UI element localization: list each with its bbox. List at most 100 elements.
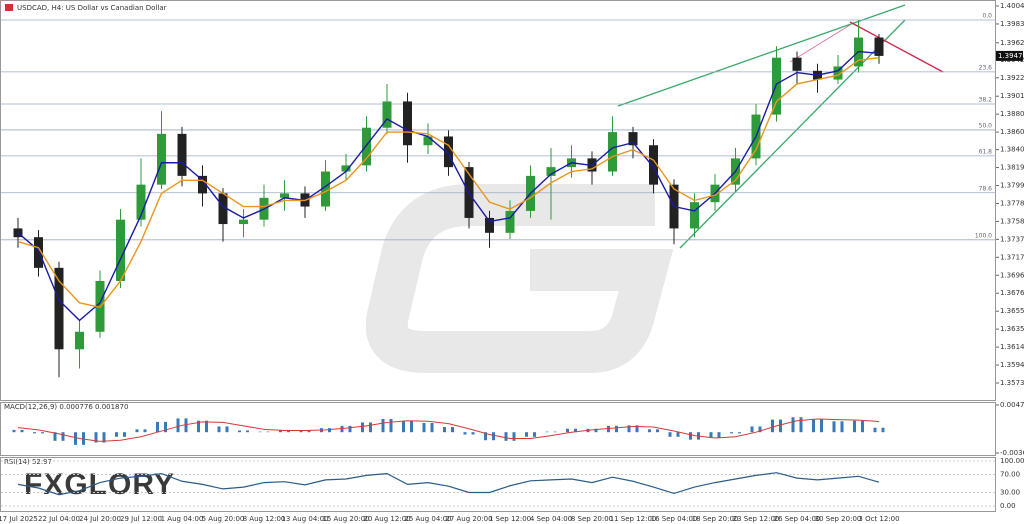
macd-bar bbox=[328, 428, 331, 433]
macd-bar bbox=[217, 426, 221, 433]
macd-bar bbox=[504, 432, 508, 441]
fib-label: 50.0 bbox=[979, 122, 993, 129]
fib-label: 38.2 bbox=[979, 96, 993, 103]
macd-bar bbox=[492, 432, 495, 441]
macd-bar bbox=[812, 418, 815, 433]
macd-bar bbox=[463, 432, 467, 435]
macd-bar bbox=[102, 432, 106, 443]
candle-body bbox=[485, 217, 494, 233]
macd-bar bbox=[340, 425, 344, 433]
macd-bar bbox=[545, 431, 549, 433]
x-tick-label: 3 Oct 12:00 bbox=[858, 515, 899, 523]
macd-bar bbox=[853, 420, 856, 433]
macd-bar bbox=[717, 432, 721, 438]
x-tick-label: 25 Aug 04:00 bbox=[404, 515, 451, 523]
x-tick-label: 23 Sep 12:00 bbox=[733, 515, 780, 523]
macd-bar bbox=[402, 420, 405, 433]
macd-bar bbox=[348, 425, 352, 433]
candle-body bbox=[444, 136, 453, 168]
macd-bar bbox=[299, 430, 303, 433]
candle-body bbox=[362, 127, 371, 166]
macd-bar bbox=[820, 418, 823, 433]
macd-bar bbox=[369, 422, 372, 433]
macd-bar bbox=[799, 417, 803, 433]
macd-pane bbox=[0, 402, 996, 456]
y-tick-label: 1.39620 bbox=[1000, 39, 1024, 47]
macd-bar bbox=[430, 423, 434, 433]
rsi-tick-label: 70.00 bbox=[1000, 471, 1020, 479]
candle-body bbox=[772, 57, 781, 115]
macd-bar bbox=[115, 432, 118, 437]
candle-body bbox=[157, 133, 166, 185]
candle-body bbox=[382, 101, 392, 128]
candle-body bbox=[239, 219, 248, 225]
x-tick-label: 11 Sep 12:00 bbox=[610, 515, 657, 523]
y-tick-label: 1.40040 bbox=[1000, 2, 1024, 10]
macd-bar bbox=[709, 432, 713, 438]
macd-bar bbox=[607, 425, 610, 433]
candle-body bbox=[874, 37, 884, 56]
macd-bar bbox=[471, 432, 475, 435]
macd-bar bbox=[615, 425, 618, 433]
macd-bar bbox=[574, 428, 577, 433]
macd-bar bbox=[12, 429, 16, 433]
x-tick-label: 4 Sep 04:00 bbox=[530, 515, 572, 523]
y-tick-label: 1.36760 bbox=[1000, 289, 1024, 297]
y-tick-label: 1.39835 bbox=[1000, 20, 1024, 28]
y-tick-label: 1.37580 bbox=[1000, 217, 1024, 225]
macd-bar bbox=[451, 427, 454, 433]
x-tick-label: 13 Aug 04:00 bbox=[281, 515, 328, 523]
macd-bar bbox=[832, 421, 836, 433]
fib-label: 78.6 bbox=[979, 185, 993, 192]
macd-bar bbox=[307, 430, 311, 433]
macd-bar bbox=[361, 422, 364, 433]
macd-bar bbox=[33, 432, 36, 434]
candle-body bbox=[608, 132, 617, 172]
x-tick-label: 27 Aug 20:00 bbox=[445, 515, 492, 523]
macd-bar bbox=[771, 419, 774, 433]
candle-body bbox=[690, 202, 699, 229]
macd-bar bbox=[676, 432, 680, 437]
moving-average bbox=[17, 50, 880, 322]
macd-bar bbox=[287, 429, 290, 433]
candle-body bbox=[177, 133, 187, 176]
macd-bar bbox=[566, 428, 569, 433]
x-tick-label: 16 Sep 04:00 bbox=[651, 515, 698, 523]
candle-body bbox=[198, 175, 207, 194]
macd-bar bbox=[443, 427, 446, 433]
y-tick-label: 1.36350 bbox=[1000, 325, 1024, 333]
candle-body bbox=[341, 165, 351, 172]
macd-bar bbox=[94, 432, 98, 443]
macd-bar bbox=[422, 423, 426, 433]
y-tick-label: 1.37170 bbox=[1000, 253, 1024, 261]
y-tick-label: 1.37990 bbox=[1000, 182, 1024, 190]
candle-body bbox=[833, 66, 843, 80]
y-tick-label: 1.38400 bbox=[1000, 146, 1024, 154]
trendline bbox=[679, 19, 906, 249]
x-tick-label: 20 Aug 12:00 bbox=[363, 515, 410, 523]
x-tick-label: 22 Jul 04:00 bbox=[38, 515, 80, 523]
y-tick-label: 1.39220 bbox=[1000, 74, 1024, 82]
x-tick-label: 18 Sep 20:00 bbox=[692, 515, 739, 523]
macd-bar bbox=[594, 428, 598, 433]
x-tick-label: 17 Jul 2025 bbox=[0, 515, 38, 523]
y-tick-label: 1.35735 bbox=[1000, 379, 1024, 387]
macd-bar bbox=[225, 426, 229, 433]
macd-bar bbox=[410, 420, 413, 433]
x-tick-label: 8 Aug 12:00 bbox=[243, 515, 286, 523]
candle-body bbox=[792, 57, 802, 71]
fib-label: 100.0 bbox=[975, 232, 992, 239]
macd-title: MACD(12,26,9) 0.000776 0.001870 bbox=[4, 403, 128, 411]
candle-body bbox=[75, 331, 84, 350]
macd-bar bbox=[738, 432, 741, 434]
macd-bar bbox=[266, 431, 270, 433]
candle-body bbox=[505, 210, 515, 233]
x-tick-label: 26 Sep 04:00 bbox=[774, 515, 821, 523]
x-tick-label: 30 Sep 20:00 bbox=[815, 515, 862, 523]
y-tick-label: 1.37785 bbox=[1000, 199, 1024, 207]
x-tick-label: 8 Sep 20:00 bbox=[571, 515, 613, 523]
macd-bar bbox=[258, 431, 262, 433]
macd-bar bbox=[730, 432, 733, 434]
